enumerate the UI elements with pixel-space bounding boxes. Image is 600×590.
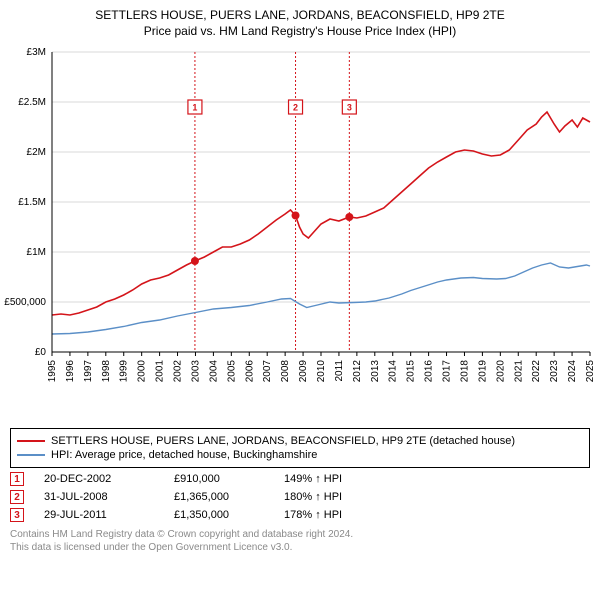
svg-text:2023: 2023 — [549, 360, 560, 383]
sale-hpi-2: 180% ↑ HPI — [284, 491, 374, 503]
svg-text:2013: 2013 — [370, 360, 381, 383]
svg-text:1: 1 — [192, 103, 197, 113]
svg-text:1999: 1999 — [119, 360, 130, 383]
svg-text:2016: 2016 — [424, 360, 435, 383]
svg-text:2021: 2021 — [513, 360, 524, 383]
svg-text:1997: 1997 — [83, 360, 94, 383]
svg-text:2019: 2019 — [477, 360, 488, 383]
footer-line1: Contains HM Land Registry data © Crown c… — [10, 528, 590, 541]
svg-text:2017: 2017 — [442, 360, 453, 383]
legend-item-hpi: HPI: Average price, detached house, Buck… — [17, 449, 583, 461]
svg-text:£2M: £2M — [27, 147, 46, 158]
svg-text:2009: 2009 — [298, 360, 309, 383]
footer-line2: This data is licensed under the Open Gov… — [10, 541, 590, 554]
svg-text:£0: £0 — [35, 347, 47, 358]
svg-text:2000: 2000 — [137, 360, 148, 383]
footer: Contains HM Land Registry data © Crown c… — [10, 528, 590, 554]
svg-text:£1.5M: £1.5M — [18, 197, 46, 208]
sale-hpi-1: 149% ↑ HPI — [284, 473, 374, 485]
svg-text:2003: 2003 — [190, 360, 201, 383]
sale-row-2: 2 31-JUL-2008 £1,365,000 180% ↑ HPI — [10, 490, 590, 504]
legend-swatch-hpi — [17, 454, 45, 456]
legend-label-hpi: HPI: Average price, detached house, Buck… — [51, 449, 317, 461]
svg-text:2020: 2020 — [495, 360, 506, 383]
svg-text:£2.5M: £2.5M — [18, 97, 46, 108]
svg-text:1995: 1995 — [47, 360, 58, 383]
sale-date-1: 20-DEC-2002 — [44, 473, 154, 485]
sale-row-3: 3 29-JUL-2011 £1,350,000 178% ↑ HPI — [10, 508, 590, 522]
title-block: SETTLERS HOUSE, PUERS LANE, JORDANS, BEA… — [0, 0, 600, 42]
chart-area: £0 £500,000 £1M £1.5M £2M £2.5M £3M 1 2 3 1995 1996… — [0, 42, 600, 422]
svg-text:2: 2 — [293, 103, 298, 113]
svg-text:£1M: £1M — [27, 247, 46, 258]
legend-swatch-property — [17, 440, 45, 442]
title-subtitle: Price paid vs. HM Land Registry's House … — [10, 24, 590, 38]
svg-text:2006: 2006 — [244, 360, 255, 383]
sale-date-2: 31-JUL-2008 — [44, 491, 154, 503]
svg-text:£500,000: £500,000 — [4, 297, 46, 308]
svg-text:2010: 2010 — [316, 360, 327, 383]
svg-text:2014: 2014 — [388, 360, 399, 383]
sale-price-3: £1,350,000 — [174, 509, 264, 521]
svg-text:2024: 2024 — [567, 360, 578, 383]
legend-label-property: SETTLERS HOUSE, PUERS LANE, JORDANS, BEA… — [51, 435, 515, 447]
svg-text:1996: 1996 — [65, 360, 76, 383]
svg-text:2012: 2012 — [352, 360, 363, 383]
sale-marker-2: 2 — [10, 490, 24, 504]
title-address: SETTLERS HOUSE, PUERS LANE, JORDANS, BEA… — [10, 8, 590, 22]
chart-container: SETTLERS HOUSE, PUERS LANE, JORDANS, BEA… — [0, 0, 600, 554]
svg-text:2002: 2002 — [173, 360, 184, 383]
svg-text:2025: 2025 — [585, 360, 596, 383]
svg-text:2004: 2004 — [208, 360, 219, 383]
svg-text:2015: 2015 — [406, 360, 417, 383]
svg-text:2018: 2018 — [459, 360, 470, 383]
sale-row-1: 1 20-DEC-2002 £910,000 149% ↑ HPI — [10, 472, 590, 486]
sales-table: 1 20-DEC-2002 £910,000 149% ↑ HPI 2 31-J… — [10, 472, 590, 522]
svg-text:2011: 2011 — [334, 360, 345, 382]
svg-text:2005: 2005 — [226, 360, 237, 383]
sale-hpi-3: 178% ↑ HPI — [284, 509, 374, 521]
sale-marker-3: 3 — [10, 508, 24, 522]
svg-text:2008: 2008 — [280, 360, 291, 383]
chart-svg: £0 £500,000 £1M £1.5M £2M £2.5M £3M 1 2 3 1995 1996… — [0, 42, 600, 422]
sale-date-3: 29-JUL-2011 — [44, 509, 154, 521]
legend: SETTLERS HOUSE, PUERS LANE, JORDANS, BEA… — [10, 428, 590, 468]
sale-price-1: £910,000 — [174, 473, 264, 485]
svg-text:1998: 1998 — [101, 360, 112, 383]
svg-text:2022: 2022 — [531, 360, 542, 383]
svg-text:2001: 2001 — [155, 360, 166, 383]
sale-marker-1: 1 — [10, 472, 24, 486]
legend-item-property: SETTLERS HOUSE, PUERS LANE, JORDANS, BEA… — [17, 435, 583, 447]
svg-text:2007: 2007 — [262, 360, 273, 383]
sale-price-2: £1,365,000 — [174, 491, 264, 503]
svg-text:£3M: £3M — [27, 47, 46, 58]
svg-text:3: 3 — [347, 103, 352, 113]
